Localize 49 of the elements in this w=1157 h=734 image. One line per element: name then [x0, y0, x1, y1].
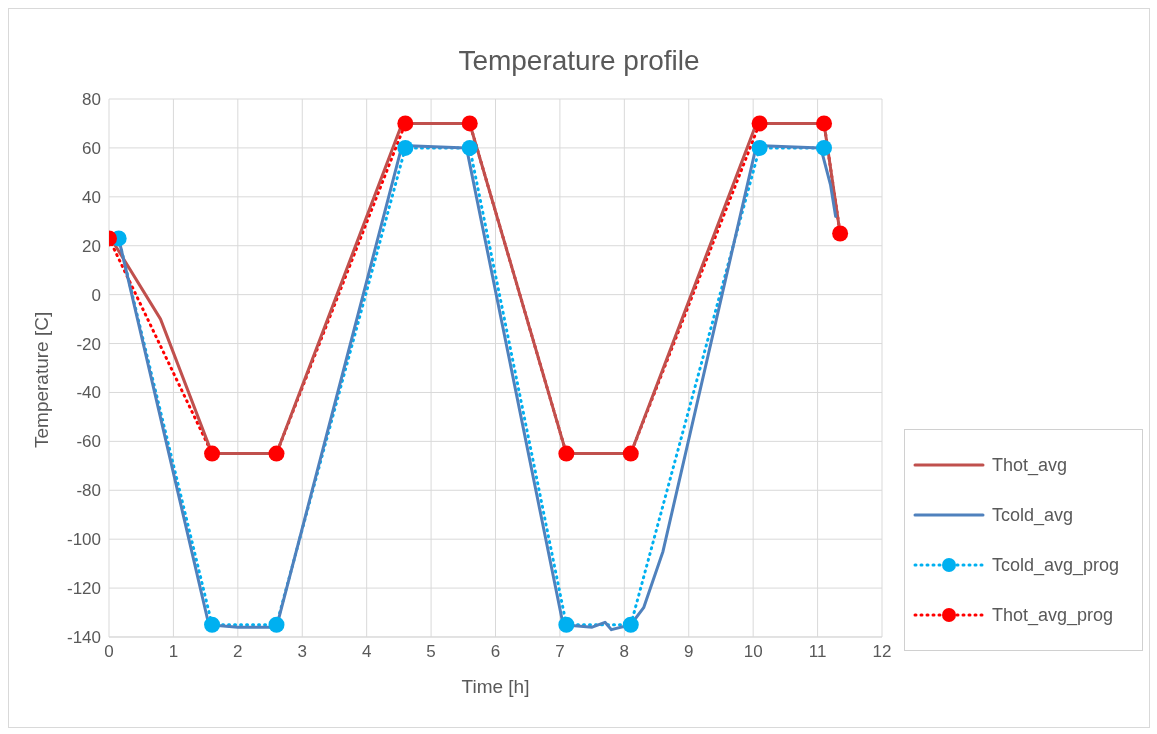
x-tick-label: 1 [168, 642, 179, 662]
legend-label: Thot_avg [992, 454, 1068, 476]
x-tick-label: 4 [361, 642, 372, 662]
y-tick-label: 80 [82, 90, 101, 110]
point [268, 616, 285, 633]
x-tick-label: 3 [297, 642, 307, 662]
point [832, 225, 849, 242]
y-tick-label: 20 [82, 236, 101, 256]
legend-label: Thot_avg_prog [992, 604, 1114, 626]
y-tick-label: -100 [66, 530, 101, 550]
point [268, 445, 285, 462]
point [816, 139, 833, 156]
point [751, 139, 768, 156]
point [204, 616, 221, 633]
y-tick-label: -120 [66, 579, 101, 599]
point [816, 115, 833, 132]
legend-label: Tcold_avg [992, 504, 1074, 526]
x-tick-label: 11 [808, 642, 827, 662]
chart-title: Temperature profile [457, 45, 701, 77]
x-tick-label: 12 [872, 642, 892, 662]
point [461, 139, 478, 156]
point [558, 445, 575, 462]
point [622, 445, 639, 462]
y-tick-label: -80 [76, 481, 101, 501]
point [461, 115, 478, 132]
point [558, 616, 575, 633]
point [622, 616, 639, 633]
y-tick-label: 0 [91, 285, 101, 305]
y-tick-label: -40 [76, 383, 101, 403]
x-tick-label: 9 [684, 642, 694, 662]
x-tick-label: 7 [555, 642, 565, 662]
point [397, 115, 414, 132]
y-tick-label: -60 [76, 432, 101, 452]
y-tick-label: 60 [82, 138, 101, 158]
x-tick-label: 5 [426, 642, 436, 662]
point [204, 445, 221, 462]
legend-label: Tcold_avg_prog [992, 554, 1120, 576]
y-tick-label: -140 [66, 628, 101, 648]
point [751, 115, 768, 132]
x-tick-label: 8 [619, 642, 630, 662]
x-tick-label: 6 [490, 642, 501, 662]
y-tick-label: 40 [82, 187, 101, 207]
y-axis-title: Temperature [C] [30, 311, 52, 448]
x-tick-label: 2 [233, 642, 243, 662]
x-tick-label: 10 [743, 642, 763, 662]
point [397, 139, 414, 156]
x-axis-title: Time [h] [461, 676, 530, 697]
x-tick-label: 0 [104, 642, 114, 662]
y-tick-label: -20 [76, 334, 101, 354]
